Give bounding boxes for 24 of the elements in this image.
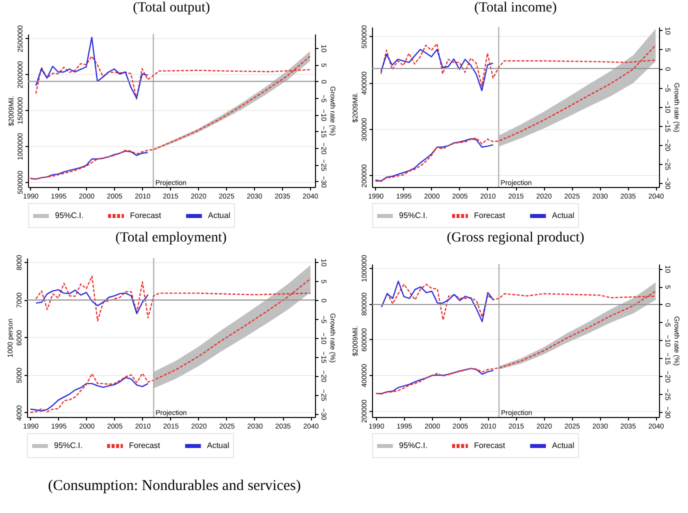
text: 95%C.I.: [54, 441, 82, 450]
legend-label: Forecast: [129, 441, 161, 450]
chart-title: (Gross regional product): [446, 230, 585, 246]
text: 95%C.I.: [399, 211, 428, 220]
chart-title: (Total income): [474, 0, 558, 16]
line-series: [380, 48, 494, 92]
line-series: [380, 280, 494, 322]
legend-label: Actual: [208, 211, 230, 220]
legend-label: Actual: [207, 441, 230, 450]
legend-label: Actual: [552, 211, 574, 220]
text: (Consumption: Nondurables and services): [47, 477, 302, 495]
line-series: [35, 36, 148, 99]
line-series: [374, 138, 494, 182]
legend-label: Actual: [552, 441, 574, 450]
line-series: [35, 289, 149, 314]
legend-label: Forecast: [474, 211, 506, 220]
chart-title: (Total output): [132, 0, 210, 16]
legend-label: Forecast: [474, 441, 506, 450]
legend-label: Forecast: [130, 211, 162, 220]
text: 95%C.I.: [399, 441, 428, 450]
line-series: [30, 56, 311, 180]
text: 95%C.I.: [55, 211, 84, 220]
chart-title: (Total employment): [115, 230, 228, 246]
line-series: [30, 376, 149, 412]
